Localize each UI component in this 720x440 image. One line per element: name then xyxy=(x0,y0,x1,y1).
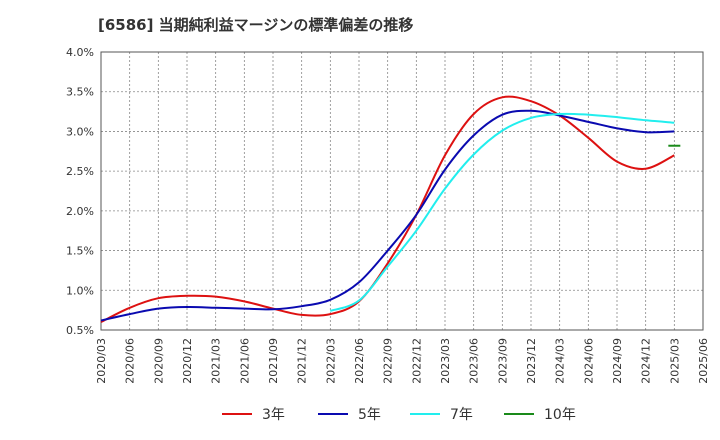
x-tick-label: 2024/06 xyxy=(582,338,595,384)
x-tick-label: 2020/06 xyxy=(124,338,137,384)
series-3-line xyxy=(329,112,675,312)
y-tick-label: 1.5% xyxy=(66,245,94,258)
x-tick-label: 2022/09 xyxy=(382,338,395,384)
x-tick-label: 2021/03 xyxy=(210,338,223,384)
chart-title: [6586] 当期純利益マージンの標準偏差の推移 xyxy=(98,16,414,34)
legend-label: 7年 xyxy=(450,407,473,423)
x-tick-label: 2021/06 xyxy=(238,338,251,384)
legend-label: 3年 xyxy=(262,407,285,423)
x-tick-label: 2025/03 xyxy=(668,338,681,384)
x-tick-label: 2022/06 xyxy=(353,338,366,384)
x-tick-label: 2024/12 xyxy=(640,338,653,384)
series-2-line xyxy=(100,109,675,322)
x-tick-label: 2020/03 xyxy=(95,338,108,384)
x-tick-label: 2023/12 xyxy=(525,338,538,384)
x-tick-label: 2024/09 xyxy=(611,338,624,384)
x-tick-label: 2020/09 xyxy=(152,338,165,384)
legend-label: 10年 xyxy=(544,407,576,423)
y-tick-label: 1.0% xyxy=(66,284,94,297)
x-tick-label: 2022/12 xyxy=(410,338,423,384)
series-1-line xyxy=(100,95,675,323)
plot-area-border xyxy=(100,51,704,331)
y-tick-label: 4.0% xyxy=(66,46,94,59)
x-tick-label: 2025/06 xyxy=(697,338,710,384)
x-tick-label: 2023/09 xyxy=(496,338,509,384)
x-tick-label: 2021/12 xyxy=(296,338,309,384)
y-tick-label: 3.5% xyxy=(66,86,94,99)
x-tick-label: 2023/03 xyxy=(439,338,452,384)
y-tick-label: 2.0% xyxy=(66,205,94,218)
legend-label: 5年 xyxy=(358,407,381,423)
y-tick-label: 2.5% xyxy=(66,165,94,178)
y-tick-label: 3.0% xyxy=(66,125,94,138)
y-tick-label: 0.5% xyxy=(66,324,94,337)
x-tick-label: 2020/12 xyxy=(181,338,194,384)
x-tick-label: 2021/09 xyxy=(267,338,280,384)
x-tick-label: 2022/03 xyxy=(324,338,337,384)
x-tick-label: 2023/06 xyxy=(468,338,481,384)
x-tick-label: 2024/03 xyxy=(554,338,567,384)
